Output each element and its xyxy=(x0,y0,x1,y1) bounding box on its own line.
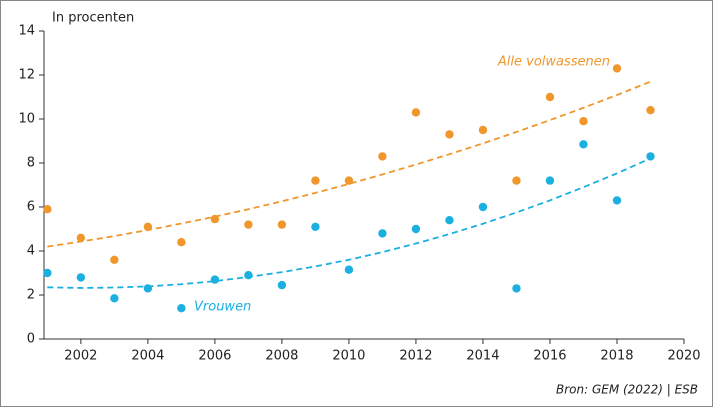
x-tick-label: 2012 xyxy=(399,349,432,364)
y-tick-label: 14 xyxy=(18,24,35,39)
point xyxy=(478,125,488,135)
y-tick-label: 2 xyxy=(27,288,35,303)
y-tick-label: 12 xyxy=(18,68,35,83)
x-tick-label: 2018 xyxy=(600,349,633,364)
point xyxy=(579,140,588,149)
source: Bron: GEM (2022) | ESB xyxy=(556,383,698,397)
y-tick-label: 6 xyxy=(27,200,35,215)
point xyxy=(143,284,153,293)
point xyxy=(43,205,52,214)
point xyxy=(445,130,454,139)
point xyxy=(411,224,421,234)
point xyxy=(478,202,488,212)
point xyxy=(311,176,320,185)
y-tick-label: 8 xyxy=(27,156,35,171)
point xyxy=(177,304,186,313)
series-label: Alle volwassenen xyxy=(497,55,610,70)
x-tick-label: 2008 xyxy=(265,349,298,364)
point xyxy=(512,284,521,293)
point xyxy=(612,64,622,73)
x-tick-label: 2010 xyxy=(332,349,365,364)
point xyxy=(143,222,153,231)
point xyxy=(244,220,253,229)
x-tick-label: 2006 xyxy=(198,349,231,364)
y-tick-label: 4 xyxy=(27,244,35,259)
point xyxy=(277,280,287,290)
point xyxy=(512,176,521,185)
point xyxy=(411,108,421,117)
x-tick-label: 2014 xyxy=(466,349,499,364)
point xyxy=(445,216,454,225)
point xyxy=(76,233,86,242)
point xyxy=(344,176,354,185)
point xyxy=(110,294,119,303)
point xyxy=(344,265,354,274)
x-tick-label: 2004 xyxy=(131,349,164,364)
series-label: Vrouwen xyxy=(194,300,251,315)
point xyxy=(110,255,119,264)
x-tick-label: 2002 xyxy=(64,349,97,364)
point xyxy=(646,152,655,161)
x-tick-label: 2020 xyxy=(667,349,700,364)
y-tick-label: 10 xyxy=(18,112,35,127)
trend-line xyxy=(47,80,651,248)
point xyxy=(76,273,86,282)
point xyxy=(210,275,220,284)
point xyxy=(43,268,52,278)
point xyxy=(177,238,186,247)
x-tick-label: 2016 xyxy=(533,349,566,364)
y-tick-label: 0 xyxy=(27,332,35,347)
point xyxy=(545,92,555,102)
point xyxy=(579,117,588,126)
point xyxy=(545,176,555,185)
point xyxy=(311,222,320,231)
point xyxy=(210,214,220,224)
point xyxy=(277,220,287,229)
point xyxy=(378,229,387,238)
point xyxy=(612,196,622,205)
y-axis-label: In procenten xyxy=(52,11,134,26)
point xyxy=(378,152,387,161)
point xyxy=(244,271,253,280)
point xyxy=(646,106,655,115)
